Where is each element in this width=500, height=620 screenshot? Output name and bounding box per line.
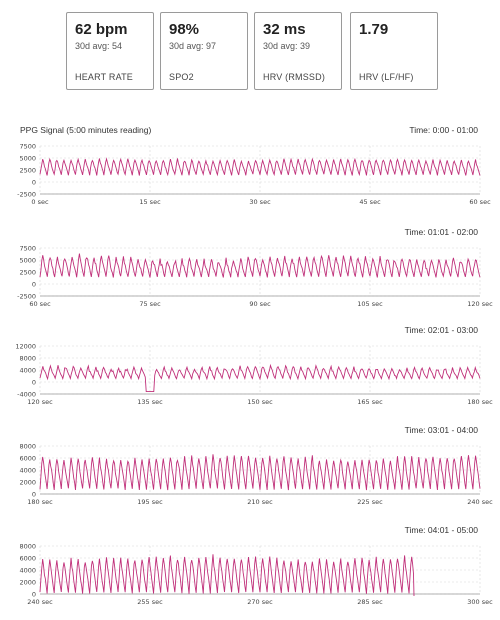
chart-5-time-label: Time: 04:01 - 05:00 (404, 525, 478, 535)
x-tick-label: 195 sec (137, 498, 163, 506)
y-tick-label: -2500 (17, 191, 36, 199)
x-tick-label: 285 sec (357, 598, 383, 606)
heart-rate-avg: 30d avg: 54 (75, 41, 123, 51)
hrv-lfhf-label: HRV (LF/HF) (359, 72, 414, 82)
y-tick-label: 12000 (15, 343, 36, 351)
chart-3-time-label: Time: 02:01 - 03:00 (404, 325, 478, 335)
hrv-lfhf-card[interactable]: 1.79 HRV (LF/HF) (350, 12, 438, 90)
ppg-signal-title: PPG Signal (5:00 minutes reading) (20, 125, 152, 135)
x-tick-label: 120 sec (27, 398, 53, 406)
y-tick-label: 8000 (19, 443, 36, 451)
y-tick-label: 2500 (19, 167, 36, 175)
x-tick-label: 180 sec (27, 498, 53, 506)
ppg-signal-line (39, 554, 415, 597)
y-tick-label: 4000 (19, 567, 36, 575)
x-tick-label: 75 sec (139, 300, 161, 308)
chart-4-time-label: Time: 03:01 - 04:00 (404, 425, 478, 435)
x-tick-label: 300 sec (467, 598, 493, 606)
ppg-signal-line (39, 363, 481, 393)
x-tick-label: 180 sec (467, 398, 493, 406)
spo2-card[interactable]: 98% 30d avg: 97 SPO2 (160, 12, 248, 90)
y-tick-label: 6000 (19, 455, 36, 463)
y-tick-label: 0 (32, 379, 36, 387)
y-tick-label: 2000 (19, 479, 36, 487)
x-tick-label: 0 sec (31, 198, 49, 206)
ppg-signal-line (39, 454, 481, 491)
y-tick-label: 2500 (19, 269, 36, 277)
y-tick-label: 0 (32, 281, 36, 289)
x-tick-label: 240 sec (467, 498, 493, 506)
spo2-label: SPO2 (169, 72, 194, 82)
x-tick-label: 90 sec (249, 300, 271, 308)
x-tick-label: 30 sec (249, 198, 271, 206)
x-tick-label: 240 sec (27, 598, 53, 606)
heart-rate-card[interactable]: 62 bpm 30d avg: 54 HEART RATE (66, 12, 154, 90)
y-tick-label: 4000 (19, 367, 36, 375)
hrv-rmssd-label: HRV (RMSSD) (263, 72, 326, 82)
spo2-value: 98% (169, 21, 200, 38)
y-tick-label: 0 (32, 491, 36, 499)
x-tick-label: 270 sec (247, 598, 273, 606)
hrv-lfhf-value: 1.79 (359, 21, 389, 38)
x-tick-label: 150 sec (247, 398, 273, 406)
y-tick-label: 5000 (19, 257, 36, 265)
x-tick-label: 135 sec (137, 398, 163, 406)
y-tick-label: 7500 (19, 245, 36, 253)
y-tick-label: 4000 (19, 467, 36, 475)
x-tick-label: 45 sec (359, 198, 381, 206)
y-tick-label: -4000 (17, 391, 36, 399)
y-tick-label: 2000 (19, 579, 36, 587)
y-tick-label: 6000 (19, 555, 36, 563)
chart-2-time-label: Time: 01:01 - 02:00 (404, 227, 478, 237)
x-tick-label: 60 sec (469, 198, 491, 206)
hrv-rmssd-card[interactable]: 32 ms 30d avg: 39 HRV (RMSSD) (254, 12, 342, 90)
x-tick-label: 120 sec (467, 300, 493, 308)
x-tick-label: 60 sec (29, 300, 51, 308)
hrv-rmssd-avg: 30d avg: 39 (263, 41, 311, 51)
y-tick-label: 0 (32, 591, 36, 599)
ppg-signal-line (39, 253, 481, 278)
y-tick-label: 8000 (19, 543, 36, 551)
x-tick-label: 225 sec (357, 498, 383, 506)
ppg-signal-line (39, 157, 481, 177)
hrv-rmssd-value: 32 ms (263, 21, 306, 38)
y-tick-label: 5000 (19, 155, 36, 163)
x-tick-label: 165 sec (357, 398, 383, 406)
y-tick-label: 8000 (19, 355, 36, 363)
spo2-avg: 30d avg: 97 (169, 41, 217, 51)
x-tick-label: 15 sec (139, 198, 161, 206)
heart-rate-value: 62 bpm (75, 21, 128, 38)
x-tick-label: 210 sec (247, 498, 273, 506)
y-tick-label: -2500 (17, 293, 36, 301)
y-tick-label: 7500 (19, 143, 36, 151)
heart-rate-label: HEART RATE (75, 72, 134, 82)
y-tick-label: 0 (32, 179, 36, 187)
x-tick-label: 255 sec (137, 598, 163, 606)
metrics-row: 62 bpm 30d avg: 54 HEART RATE 98% 30d av… (0, 0, 500, 100)
x-tick-label: 105 sec (357, 300, 383, 308)
chart-1-time-label: Time: 0:00 - 01:00 (409, 125, 478, 135)
